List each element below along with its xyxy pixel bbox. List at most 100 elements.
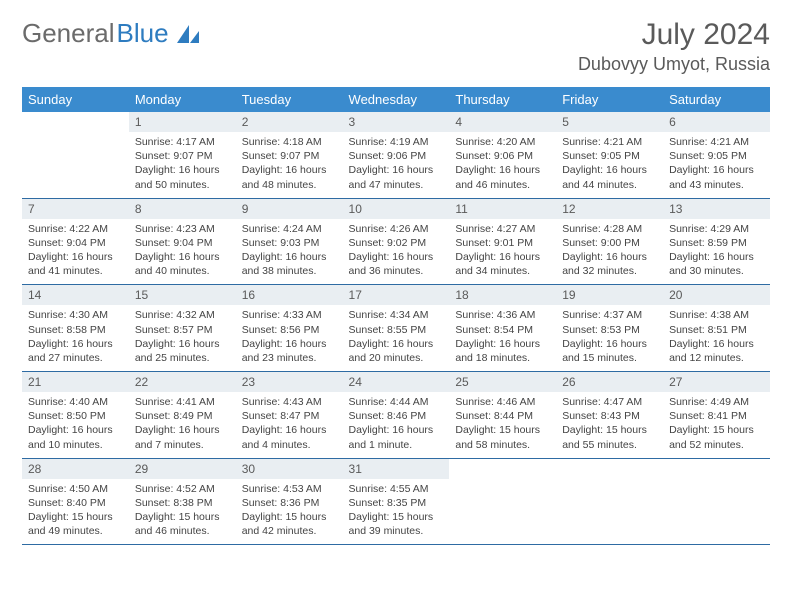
calendar-body: 1Sunrise: 4:17 AMSunset: 9:07 PMDaylight… — [22, 112, 770, 545]
day-content: Sunrise: 4:28 AMSunset: 9:00 PMDaylight:… — [556, 219, 663, 285]
calendar-day-cell: 18Sunrise: 4:36 AMSunset: 8:54 PMDayligh… — [449, 285, 556, 372]
calendar-week-row: 28Sunrise: 4:50 AMSunset: 8:40 PMDayligh… — [22, 458, 770, 545]
day-number: 30 — [236, 459, 343, 479]
day-number: 25 — [449, 372, 556, 392]
brand-part1: General — [22, 18, 115, 49]
calendar-day-cell: 3Sunrise: 4:19 AMSunset: 9:06 PMDaylight… — [343, 112, 450, 198]
day-content: Sunrise: 4:38 AMSunset: 8:51 PMDaylight:… — [663, 305, 770, 371]
day-number: 24 — [343, 372, 450, 392]
calendar-day-cell: 27Sunrise: 4:49 AMSunset: 8:41 PMDayligh… — [663, 372, 770, 459]
day-number: 7 — [22, 199, 129, 219]
weekday-header: Thursday — [449, 87, 556, 112]
day-content: Sunrise: 4:41 AMSunset: 8:49 PMDaylight:… — [129, 392, 236, 458]
day-number: 26 — [556, 372, 663, 392]
calendar-day-cell: 21Sunrise: 4:40 AMSunset: 8:50 PMDayligh… — [22, 372, 129, 459]
day-content: Sunrise: 4:46 AMSunset: 8:44 PMDaylight:… — [449, 392, 556, 458]
brand-logo: GeneralBlue — [22, 18, 201, 49]
calendar-day-cell: 4Sunrise: 4:20 AMSunset: 9:06 PMDaylight… — [449, 112, 556, 198]
day-number: 8 — [129, 199, 236, 219]
day-number: 17 — [343, 285, 450, 305]
day-number: 21 — [22, 372, 129, 392]
title-block: July 2024 Dubovyy Umyot, Russia — [578, 18, 770, 75]
day-number: 4 — [449, 112, 556, 132]
calendar-day-cell: 13Sunrise: 4:29 AMSunset: 8:59 PMDayligh… — [663, 198, 770, 285]
calendar-day-cell: 17Sunrise: 4:34 AMSunset: 8:55 PMDayligh… — [343, 285, 450, 372]
calendar-day-cell: 6Sunrise: 4:21 AMSunset: 9:05 PMDaylight… — [663, 112, 770, 198]
day-content: Sunrise: 4:17 AMSunset: 9:07 PMDaylight:… — [129, 132, 236, 198]
calendar-day-cell: 16Sunrise: 4:33 AMSunset: 8:56 PMDayligh… — [236, 285, 343, 372]
day-content: Sunrise: 4:36 AMSunset: 8:54 PMDaylight:… — [449, 305, 556, 371]
day-content: Sunrise: 4:37 AMSunset: 8:53 PMDaylight:… — [556, 305, 663, 371]
calendar-day-cell: 10Sunrise: 4:26 AMSunset: 9:02 PMDayligh… — [343, 198, 450, 285]
calendar-day-cell: 20Sunrise: 4:38 AMSunset: 8:51 PMDayligh… — [663, 285, 770, 372]
sail-icon — [175, 23, 201, 45]
day-content: Sunrise: 4:43 AMSunset: 8:47 PMDaylight:… — [236, 392, 343, 458]
calendar-day-cell: 9Sunrise: 4:24 AMSunset: 9:03 PMDaylight… — [236, 198, 343, 285]
calendar-day-cell: 19Sunrise: 4:37 AMSunset: 8:53 PMDayligh… — [556, 285, 663, 372]
day-number: 9 — [236, 199, 343, 219]
calendar-day-cell: 7Sunrise: 4:22 AMSunset: 9:04 PMDaylight… — [22, 198, 129, 285]
location-label: Dubovyy Umyot, Russia — [578, 54, 770, 75]
calendar-day-cell: 8Sunrise: 4:23 AMSunset: 9:04 PMDaylight… — [129, 198, 236, 285]
calendar-day-cell: 14Sunrise: 4:30 AMSunset: 8:58 PMDayligh… — [22, 285, 129, 372]
day-number: 14 — [22, 285, 129, 305]
day-number: 22 — [129, 372, 236, 392]
day-number: 6 — [663, 112, 770, 132]
day-number: 31 — [343, 459, 450, 479]
weekday-header: Tuesday — [236, 87, 343, 112]
day-number: 16 — [236, 285, 343, 305]
day-content: Sunrise: 4:33 AMSunset: 8:56 PMDaylight:… — [236, 305, 343, 371]
weekday-header: Friday — [556, 87, 663, 112]
day-content: Sunrise: 4:29 AMSunset: 8:59 PMDaylight:… — [663, 219, 770, 285]
calendar-day-cell: 22Sunrise: 4:41 AMSunset: 8:49 PMDayligh… — [129, 372, 236, 459]
day-content: Sunrise: 4:23 AMSunset: 9:04 PMDaylight:… — [129, 219, 236, 285]
day-content: Sunrise: 4:32 AMSunset: 8:57 PMDaylight:… — [129, 305, 236, 371]
day-number: 1 — [129, 112, 236, 132]
day-content: Sunrise: 4:22 AMSunset: 9:04 PMDaylight:… — [22, 219, 129, 285]
calendar-day-cell: 28Sunrise: 4:50 AMSunset: 8:40 PMDayligh… — [22, 458, 129, 545]
day-number: 3 — [343, 112, 450, 132]
weekday-header: Sunday — [22, 87, 129, 112]
weekday-header: Monday — [129, 87, 236, 112]
calendar-day-cell: 29Sunrise: 4:52 AMSunset: 8:38 PMDayligh… — [129, 458, 236, 545]
day-content: Sunrise: 4:27 AMSunset: 9:01 PMDaylight:… — [449, 219, 556, 285]
day-number: 12 — [556, 199, 663, 219]
day-content: Sunrise: 4:40 AMSunset: 8:50 PMDaylight:… — [22, 392, 129, 458]
brand-part2: Blue — [117, 18, 169, 49]
calendar-week-row: 21Sunrise: 4:40 AMSunset: 8:50 PMDayligh… — [22, 372, 770, 459]
calendar-day-cell: 15Sunrise: 4:32 AMSunset: 8:57 PMDayligh… — [129, 285, 236, 372]
day-content: Sunrise: 4:30 AMSunset: 8:58 PMDaylight:… — [22, 305, 129, 371]
day-content: Sunrise: 4:24 AMSunset: 9:03 PMDaylight:… — [236, 219, 343, 285]
day-number: 18 — [449, 285, 556, 305]
calendar-week-row: 1Sunrise: 4:17 AMSunset: 9:07 PMDaylight… — [22, 112, 770, 198]
day-content: Sunrise: 4:19 AMSunset: 9:06 PMDaylight:… — [343, 132, 450, 198]
month-title: July 2024 — [578, 18, 770, 52]
page-header: GeneralBlue July 2024 Dubovyy Umyot, Rus… — [22, 18, 770, 75]
calendar-day-cell: 31Sunrise: 4:55 AMSunset: 8:35 PMDayligh… — [343, 458, 450, 545]
day-number: 10 — [343, 199, 450, 219]
calendar-day-cell: 30Sunrise: 4:53 AMSunset: 8:36 PMDayligh… — [236, 458, 343, 545]
calendar-day-cell: 1Sunrise: 4:17 AMSunset: 9:07 PMDaylight… — [129, 112, 236, 198]
day-number: 13 — [663, 199, 770, 219]
calendar-day-cell — [22, 112, 129, 198]
calendar-day-cell: 2Sunrise: 4:18 AMSunset: 9:07 PMDaylight… — [236, 112, 343, 198]
day-number: 2 — [236, 112, 343, 132]
calendar-day-cell: 5Sunrise: 4:21 AMSunset: 9:05 PMDaylight… — [556, 112, 663, 198]
day-number: 29 — [129, 459, 236, 479]
day-number: 28 — [22, 459, 129, 479]
day-content: Sunrise: 4:47 AMSunset: 8:43 PMDaylight:… — [556, 392, 663, 458]
day-content: Sunrise: 4:50 AMSunset: 8:40 PMDaylight:… — [22, 479, 129, 545]
calendar-day-cell — [556, 458, 663, 545]
calendar-week-row: 14Sunrise: 4:30 AMSunset: 8:58 PMDayligh… — [22, 285, 770, 372]
day-number: 20 — [663, 285, 770, 305]
calendar-day-cell: 12Sunrise: 4:28 AMSunset: 9:00 PMDayligh… — [556, 198, 663, 285]
calendar-day-cell: 25Sunrise: 4:46 AMSunset: 8:44 PMDayligh… — [449, 372, 556, 459]
weekday-header: Saturday — [663, 87, 770, 112]
calendar-day-cell — [449, 458, 556, 545]
day-number: 5 — [556, 112, 663, 132]
day-content: Sunrise: 4:34 AMSunset: 8:55 PMDaylight:… — [343, 305, 450, 371]
calendar-header-row: SundayMondayTuesdayWednesdayThursdayFrid… — [22, 87, 770, 112]
day-number: 23 — [236, 372, 343, 392]
day-number: 27 — [663, 372, 770, 392]
day-content: Sunrise: 4:21 AMSunset: 9:05 PMDaylight:… — [556, 132, 663, 198]
